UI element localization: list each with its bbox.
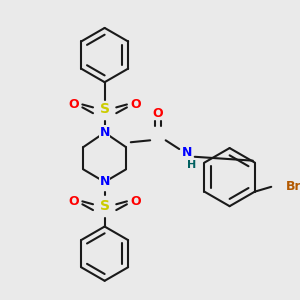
- Text: O: O: [130, 98, 141, 111]
- Text: N: N: [182, 146, 192, 159]
- Text: O: O: [68, 98, 79, 111]
- Text: S: S: [100, 102, 110, 116]
- Text: S: S: [100, 199, 110, 213]
- Text: O: O: [153, 107, 163, 120]
- Text: O: O: [130, 195, 141, 208]
- Text: H: H: [187, 160, 196, 170]
- Text: Br: Br: [286, 180, 300, 193]
- Text: O: O: [68, 195, 79, 208]
- Text: N: N: [99, 126, 110, 139]
- Text: N: N: [99, 176, 110, 188]
